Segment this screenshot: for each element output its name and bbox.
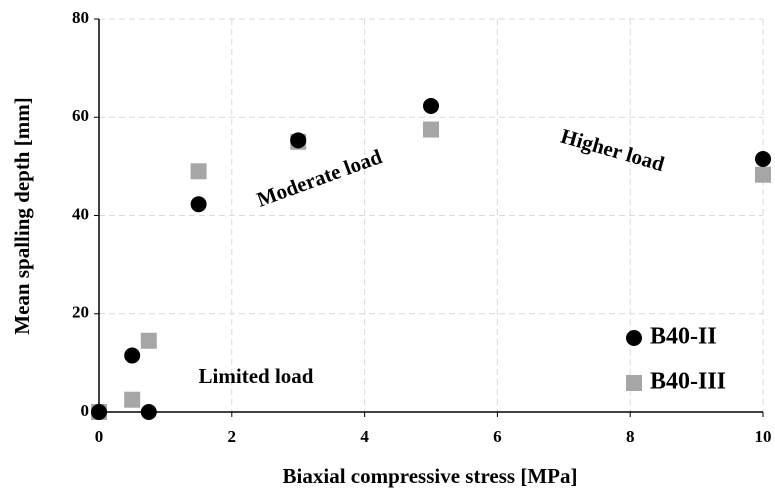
point — [755, 166, 771, 183]
point — [423, 121, 439, 138]
point — [290, 132, 307, 149]
legend-label: B40-II — [650, 324, 717, 350]
annotation: Limited load — [199, 364, 314, 388]
y-axis-label: Mean spalling depth [mm] — [10, 97, 34, 334]
point — [190, 163, 207, 180]
x-axis-label: Biaxial compressive stress [MPa] — [283, 464, 578, 488]
x-tick-label: 6 — [493, 427, 502, 446]
point — [91, 404, 107, 420]
x-tick-label: 4 — [360, 427, 369, 446]
x-tick-label: 8 — [626, 427, 635, 446]
point — [423, 97, 439, 114]
y-tick-label: 60 — [72, 106, 89, 125]
legend-marker — [626, 330, 642, 346]
point — [190, 196, 207, 213]
x-tick-label: 0 — [95, 427, 104, 446]
annotation: Higher load — [558, 124, 667, 176]
y-tick-label: 20 — [72, 303, 89, 322]
point — [140, 332, 157, 349]
point — [124, 347, 141, 364]
y-tick-label: 80 — [72, 8, 89, 27]
legend-label: B40-III — [650, 369, 726, 395]
x-tick-label: 10 — [755, 427, 772, 446]
annotation: Moderate load — [253, 144, 385, 212]
y-tick-label: 0 — [81, 401, 90, 420]
point — [140, 404, 157, 420]
x-tick-label: 2 — [228, 427, 237, 446]
point — [124, 391, 141, 408]
legend-marker — [626, 375, 642, 391]
y-tick-label: 40 — [72, 204, 89, 223]
point — [755, 151, 771, 168]
